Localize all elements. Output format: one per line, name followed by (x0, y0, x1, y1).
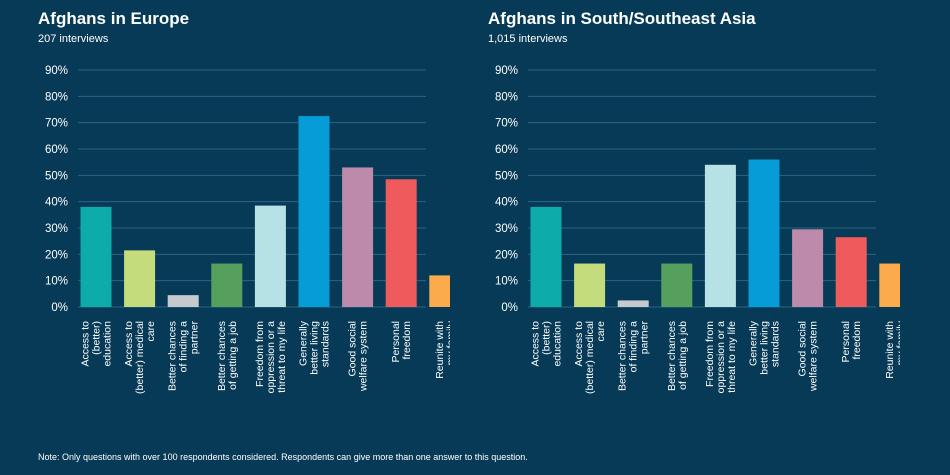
x-category-label: Personalfreedom (390, 321, 413, 363)
bar-chart-south-southeast-asia: 0% 10% 20% 30% 40% 50% 60% 70% 80% 90% Access to(b… (495, 65, 900, 394)
bar (704, 164, 736, 307)
bar (254, 205, 286, 307)
x-category-label: Access to(better)education (530, 321, 564, 367)
y-tick-label: 60% (45, 144, 68, 156)
y-tick-label: 90% (45, 65, 68, 77)
y-tick-label: 50% (495, 170, 518, 182)
y-tick-label: 0% (501, 302, 518, 314)
y-tick-label: 70% (495, 118, 518, 130)
x-category-label: Generallybetter livingstandards (748, 320, 782, 374)
chart-subtitle: 207 interviews (38, 33, 109, 45)
x-category-label: Better chancesof getting a job (666, 321, 689, 391)
bar (298, 116, 330, 307)
x-category-label: Good socialwelfare system (347, 321, 370, 392)
y-tick-label: 0% (51, 302, 68, 314)
bar (792, 229, 824, 307)
y-tick-label: 20% (45, 249, 68, 261)
bar (530, 206, 562, 307)
bar (342, 167, 374, 307)
x-category-label: Access to(better) medicalcare (573, 321, 607, 394)
bar (80, 206, 112, 307)
chart-panel-south-southeast-asia: Afghans in South/Southeast Asia 1,015 in… (450, 0, 900, 440)
bar (835, 237, 867, 307)
bar (661, 263, 693, 307)
y-tick-label: 30% (45, 223, 68, 235)
x-category-label: Reunite withmy family (884, 320, 900, 379)
x-category-label: Reunite withmy family (434, 320, 450, 379)
x-category-label: Better chancesof finding apartner (617, 321, 651, 392)
y-tick-label: 40% (495, 197, 518, 209)
y-tick-label: 70% (45, 118, 68, 130)
y-tick-label: 60% (495, 144, 518, 156)
bar (617, 300, 649, 307)
bar (211, 263, 243, 307)
x-category-label: Better chancesof getting a job (216, 321, 239, 391)
x-category-label: Good socialwelfare system (797, 321, 820, 392)
x-category-label: Freedom fromoppression or athreat to my … (704, 321, 738, 394)
y-tick-label: 40% (45, 197, 68, 209)
y-tick-label: 80% (45, 91, 68, 103)
x-category-label: Generallybetter livingstandards (298, 320, 332, 374)
x-category-label: Freedom fromoppression or athreat to my … (254, 321, 288, 394)
y-tick-label: 30% (495, 223, 518, 235)
bar-chart-europe: 0% 10% 20% 30% 40% 50% 60% 70% 80% 90% Access to(b… (45, 65, 450, 394)
y-tick-label: 80% (495, 91, 518, 103)
chart-title: Afghans in South/Southeast Asia (488, 9, 756, 28)
chart-subtitle: 1,015 interviews (488, 33, 568, 45)
y-tick-label: 10% (495, 276, 518, 288)
y-tick-label: 90% (495, 65, 518, 77)
bar (124, 250, 156, 307)
x-category-label: Access to(better) medicalcare (123, 321, 157, 394)
bar (429, 275, 450, 307)
y-tick-label: 50% (45, 170, 68, 182)
bar (574, 263, 606, 307)
x-category-label: Access to(better)education (80, 321, 114, 367)
bar (167, 295, 199, 307)
y-tick-label: 20% (495, 249, 518, 261)
bar (748, 159, 780, 307)
y-tick-label: 10% (45, 276, 68, 288)
chart-panel-europe: Afghans in Europe 207 interviews 0% 10% 20… (0, 0, 450, 440)
x-category-label: Better chancesof finding apartner (167, 321, 201, 392)
bar (879, 263, 900, 307)
x-category-label: Personalfreedom (840, 321, 863, 363)
footnote: Note: Only questions with over 100 respo… (38, 452, 528, 462)
bar (385, 179, 417, 307)
chart-title: Afghans in Europe (38, 9, 190, 28)
